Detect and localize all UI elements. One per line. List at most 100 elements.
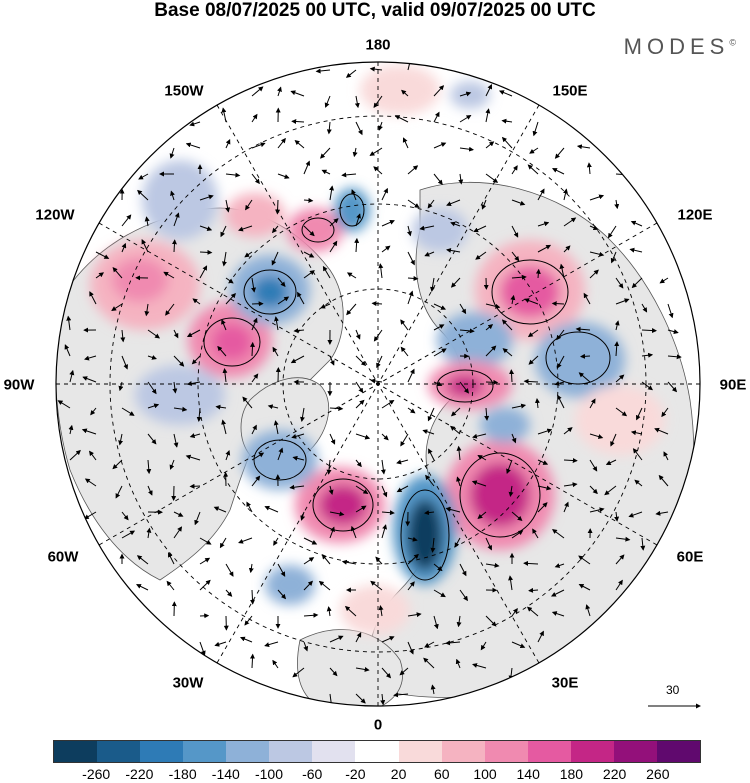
- wind-vector-arrow-icon: [171, 239, 177, 253]
- wind-vector-arrow-icon: [605, 459, 617, 465]
- wind-vector-arrow-icon: [663, 451, 669, 461]
- wind-vector-arrow-icon: [454, 537, 461, 548]
- wind-vector-arrow-icon: [589, 485, 598, 495]
- wind-vector-arrow-icon: [373, 166, 383, 175]
- wind-vector-arrow-icon: [318, 580, 331, 591]
- wind-vector-arrow-icon: [610, 433, 617, 447]
- lon-label-120w: 120W: [35, 206, 75, 224]
- wind-vector-arrow-icon: [559, 263, 565, 279]
- wind-vector-arrow-icon: [615, 298, 630, 305]
- wind-vector-arrow-icon: [485, 141, 495, 149]
- wind-vector-arrow-icon: [659, 277, 669, 284]
- anomaly-negative-c: [334, 188, 370, 232]
- wind-vector-arrow-icon: [527, 164, 539, 175]
- wind-vector-arrow-icon: [277, 86, 282, 97]
- wind-vector-arrow-icon: [529, 147, 539, 154]
- anomaly-negative-g: [242, 430, 318, 490]
- wind-vector-arrow-icon: [341, 172, 357, 178]
- wind-vector-arrow-icon: [300, 511, 306, 521]
- wind-vector-arrow-icon: [589, 507, 605, 513]
- wind-vector-arrow-icon: [655, 510, 669, 516]
- wind-vector-arrow-icon: [563, 427, 573, 435]
- wind-vector-arrow-icon: [528, 355, 539, 365]
- wind-vector-arrow-icon: [667, 303, 674, 319]
- wind-vector-arrow-icon: [186, 381, 201, 386]
- colorbar-tick-label: 180: [559, 766, 584, 782]
- wind-vector-arrow-icon: [303, 270, 315, 279]
- wind-vector-arrow-icon: [189, 121, 201, 127]
- wind-vector-arrow-icon: [277, 563, 286, 577]
- wind-vector-arrow-icon: [355, 433, 371, 440]
- wind-vector-arrow-icon: [355, 399, 365, 409]
- wind-vector-arrow-icon: [399, 667, 409, 676]
- wind-vector-arrow-icon: [355, 381, 364, 394]
- wind-vector-arrow-icon: [628, 511, 643, 518]
- wind-vector-arrow-icon: [563, 501, 569, 513]
- wind-vector-arrow-icon: [407, 290, 414, 305]
- wind-vector-arrow-icon: [221, 107, 227, 123]
- wind-vector-arrow-icon: [220, 225, 227, 238]
- wind-vector-arrow-icon: [57, 400, 71, 409]
- wind-vector-arrow-icon: [275, 199, 281, 215]
- wind-vector-arrow-icon: [554, 147, 565, 159]
- colorbar-tick-label: -140: [211, 766, 240, 782]
- wind-vector-arrow-icon: [433, 563, 443, 572]
- colorbar-tick-label: 140: [516, 766, 540, 782]
- wind-vector-arrow-icon: [274, 316, 279, 331]
- wind-vector-arrow-icon: [658, 474, 669, 487]
- wind-vector-arrow-icon: [563, 217, 577, 227]
- wind-vector-arrow-icon: [329, 511, 345, 517]
- map-disk: [56, 62, 700, 706]
- wind-vector-arrow-icon: [355, 666, 370, 672]
- colorbar-swatch-11: [527, 741, 571, 762]
- wind-vector-arrow-icon: [532, 121, 539, 137]
- wind-vector-arrow-icon: [328, 485, 334, 495]
- wind-vector-arrow-icon: [172, 381, 178, 394]
- wind-vector-arrow-icon: [291, 119, 305, 125]
- wind-vector-arrow-icon: [277, 277, 286, 287]
- colorbar-swatch-14: [656, 741, 700, 762]
- colorbar-swatch-2: [140, 741, 184, 762]
- wind-vector-arrow-icon: [425, 474, 435, 487]
- wind-vector-arrow-icon: [277, 447, 284, 461]
- anomaly-negative-h: [135, 365, 225, 425]
- wind-vector-arrow-icon: [147, 433, 157, 445]
- wind-vector-arrow-icon: [173, 406, 188, 412]
- wind-vector-arrow-icon: [485, 562, 500, 568]
- wind-vector-arrow-icon: [634, 479, 643, 487]
- wind-vector-arrow-icon: [477, 511, 487, 520]
- wind-vector-arrow-icon: [267, 404, 279, 410]
- wind-vector-arrow-icon: [264, 505, 279, 513]
- wind-vector-arrow-icon: [242, 396, 253, 409]
- wind-vector-arrow-icon: [578, 584, 591, 591]
- lon-label-180: 180: [365, 36, 391, 54]
- wind-vector-arrow-icon: [511, 274, 527, 280]
- colorbar-tick-label: 220: [602, 766, 627, 782]
- wind-vector-arrow-icon: [407, 251, 415, 266]
- brand-name: MODES: [623, 34, 730, 59]
- wind-vector-arrow-icon: [537, 459, 549, 465]
- wind-vector-arrow-icon: [537, 485, 552, 491]
- colorbar-tick-label: -180: [168, 766, 197, 782]
- wind-vector-arrow-icon: [450, 277, 461, 288]
- wind-vector-arrow-icon: [173, 511, 184, 517]
- wind-vector-arrow-icon: [329, 526, 335, 539]
- wind-vector-arrow-icon: [324, 95, 331, 108]
- wind-vector-arrow-icon: [90, 407, 97, 416]
- latitude-circle-30: [109, 115, 647, 653]
- wind-vector-arrow-icon: [445, 507, 461, 513]
- wind-vector-arrow-icon: [580, 353, 591, 359]
- wind-vector-arrow-icon: [373, 95, 383, 109]
- wind-vector-arrow-icon: [196, 407, 202, 422]
- wind-vector-arrow-icon: [225, 292, 236, 305]
- wind-vector-arrow-icon: [661, 407, 669, 418]
- wind-vector-arrow-icon: [433, 173, 443, 185]
- wind-vector-arrow-icon: [641, 303, 648, 313]
- wind-vector-arrow-icon: [511, 251, 520, 262]
- wind-vector-arrow-icon: [614, 320, 620, 331]
- wind-vector-arrow-icon: [146, 527, 152, 539]
- anomaly-positive-i-core: [470, 463, 530, 527]
- wind-vector-arrow-icon: [290, 90, 305, 97]
- wind-vector-arrow-icon: [424, 510, 435, 516]
- wind-vector-arrow-icon: [433, 348, 447, 357]
